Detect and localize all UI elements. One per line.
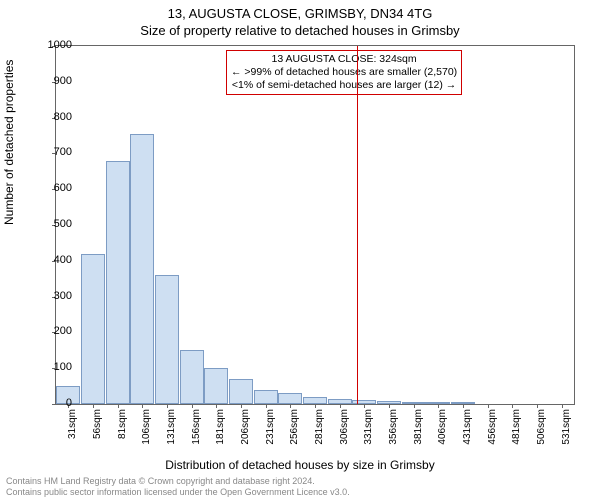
y-tick-label: 100: [32, 361, 72, 373]
x-tick-label: 331sqm: [363, 409, 374, 459]
y-tick-label: 1000: [32, 39, 72, 51]
histogram-bar: [303, 397, 327, 404]
y-tick-label: 500: [32, 218, 72, 230]
x-tick-label: 81sqm: [117, 409, 128, 459]
x-tick: [562, 404, 563, 408]
x-tick: [537, 404, 538, 408]
attribution-footer: Contains HM Land Registry data © Crown c…: [6, 476, 350, 498]
x-tick: [118, 404, 119, 408]
x-tick-label: 56sqm: [92, 409, 103, 459]
x-tick: [216, 404, 217, 408]
chart-container: 13, AUGUSTA CLOSE, GRIMSBY, DN34 4TG Siz…: [0, 0, 600, 500]
x-tick-label: 256sqm: [289, 409, 300, 459]
histogram-bar: [278, 393, 302, 404]
x-tick-label: 431sqm: [462, 409, 473, 459]
histogram-bar: [81, 254, 105, 404]
x-tick: [389, 404, 390, 408]
histogram-bar: [180, 350, 204, 404]
histogram-bar: [204, 368, 228, 404]
x-tick-label: 506sqm: [536, 409, 547, 459]
x-tick-label: 306sqm: [339, 409, 350, 459]
x-tick: [290, 404, 291, 408]
histogram-bar: [229, 379, 253, 404]
chart-subtitle: Size of property relative to detached ho…: [0, 21, 600, 38]
x-tick: [414, 404, 415, 408]
x-tick-label: 356sqm: [388, 409, 399, 459]
x-tick-label: 231sqm: [265, 409, 276, 459]
x-tick: [192, 404, 193, 408]
footer-line2: Contains public sector information licen…: [6, 487, 350, 498]
x-tick: [167, 404, 168, 408]
x-tick: [438, 404, 439, 408]
histogram-bar: [254, 390, 278, 404]
footer-line1: Contains HM Land Registry data © Crown c…: [6, 476, 350, 487]
annotation-line2: ← >99% of detached houses are smaller (2…: [231, 66, 457, 79]
y-tick-label: 700: [32, 146, 72, 158]
y-tick-label: 600: [32, 182, 72, 194]
marker-line: [357, 46, 358, 404]
plot-area: 13 AUGUSTA CLOSE: 324sqm ← >99% of detac…: [55, 45, 575, 405]
x-tick-label: 156sqm: [191, 409, 202, 459]
y-tick-label: 300: [32, 290, 72, 302]
y-tick-label: 200: [32, 325, 72, 337]
x-tick: [315, 404, 316, 408]
x-tick-label: 531sqm: [561, 409, 572, 459]
histogram-bar: [130, 134, 154, 404]
annotation-box: 13 AUGUSTA CLOSE: 324sqm ← >99% of detac…: [226, 50, 462, 95]
histogram-bar: [106, 161, 130, 404]
histogram-bar: [155, 275, 179, 404]
y-axis-label: Number of detached properties: [2, 60, 16, 225]
x-tick: [142, 404, 143, 408]
x-tick-label: 406sqm: [437, 409, 448, 459]
x-tick: [463, 404, 464, 408]
x-tick-label: 381sqm: [413, 409, 424, 459]
x-tick-label: 181sqm: [215, 409, 226, 459]
y-tick-label: 400: [32, 254, 72, 266]
y-tick-label: 0: [32, 397, 72, 409]
x-axis-label: Distribution of detached houses by size …: [0, 458, 600, 472]
x-tick-label: 31sqm: [67, 409, 78, 459]
x-tick-label: 106sqm: [141, 409, 152, 459]
x-tick-label: 206sqm: [240, 409, 251, 459]
x-tick: [241, 404, 242, 408]
x-tick-label: 131sqm: [166, 409, 177, 459]
y-tick-label: 800: [32, 111, 72, 123]
y-tick-label: 900: [32, 75, 72, 87]
x-tick: [93, 404, 94, 408]
address-title: 13, AUGUSTA CLOSE, GRIMSBY, DN34 4TG: [0, 0, 600, 21]
x-tick-label: 481sqm: [511, 409, 522, 459]
x-tick: [364, 404, 365, 408]
annotation-line1: 13 AUGUSTA CLOSE: 324sqm: [231, 53, 457, 66]
x-tick: [266, 404, 267, 408]
x-tick: [512, 404, 513, 408]
x-tick-label: 456sqm: [487, 409, 498, 459]
annotation-line3: <1% of semi-detached houses are larger (…: [231, 79, 457, 92]
x-tick: [488, 404, 489, 408]
x-tick: [340, 404, 341, 408]
x-tick-label: 281sqm: [314, 409, 325, 459]
